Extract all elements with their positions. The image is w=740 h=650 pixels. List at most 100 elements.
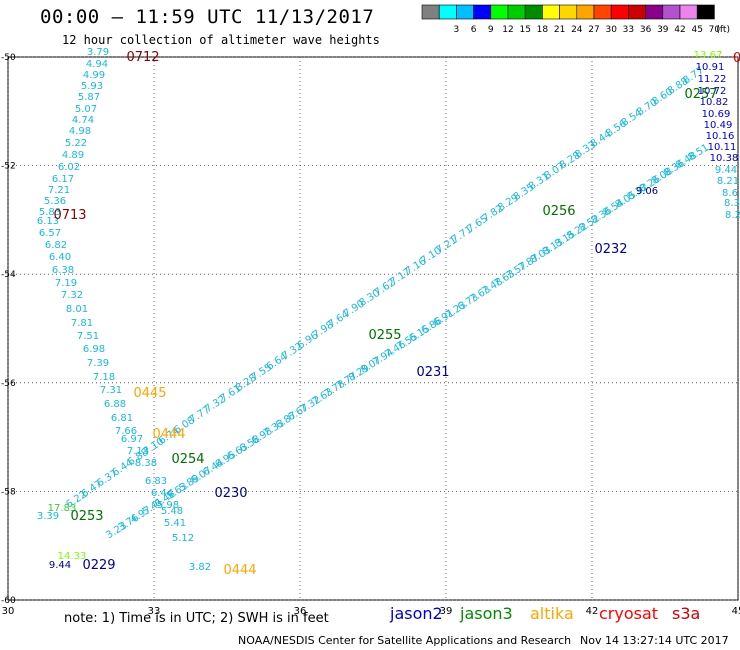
pass-label: 0232 — [594, 242, 627, 257]
swh-value: 5.36 — [44, 196, 66, 207]
colorbar-tick-label: 12 — [502, 25, 513, 35]
timestamp-text: Nov 14 13:27:14 UTC 2017 — [580, 634, 729, 647]
swh-value: 7.51 — [77, 331, 99, 342]
swh-value: 7.32 — [61, 290, 83, 301]
swh-value: 5.83 — [39, 207, 61, 218]
colorbar-tick-label: 18 — [537, 25, 549, 35]
swh-value: 10.72 — [698, 86, 727, 97]
lat-tick-label: -60 — [1, 596, 16, 606]
swh-value: 4.89 — [62, 150, 84, 161]
swh-value: 10.82 — [700, 97, 729, 108]
swh-value: 7.81 — [71, 318, 93, 329]
swh-value: 10.16 — [706, 131, 735, 142]
legend-jason3: jason3 — [460, 604, 513, 623]
swh-value: 9.44 — [49, 560, 71, 571]
swh-value: 5.22 — [65, 138, 87, 149]
lat-tick-label: -52 — [1, 162, 16, 172]
swh-value: 17.83 — [48, 503, 77, 514]
swh-value: 4.99 — [83, 70, 105, 81]
credit-text: NOAA/NESDIS Center for Satellite Applica… — [238, 634, 572, 647]
swh-value: 9.44 — [715, 165, 737, 176]
swh-value: 8.01 — [66, 304, 88, 315]
colorbar-tick-label: 42 — [674, 25, 685, 35]
colorbar-unit: (ft) — [716, 25, 730, 35]
swh-value: 10.11 — [708, 142, 737, 153]
swh-value: 6.13 — [37, 216, 59, 227]
swh-value: 4.74 — [72, 115, 94, 126]
swh-value: 5.93 — [81, 81, 103, 92]
pass-label: 0444 — [152, 427, 185, 442]
swh-value: 6.02 — [58, 162, 80, 173]
swh-value: 7.39 — [87, 358, 109, 369]
pass-label: 0230 — [214, 486, 247, 501]
swh-value: 5.07 — [75, 104, 97, 115]
swh-value: 10.38 — [710, 153, 739, 164]
swh-value: 7.21 — [48, 185, 70, 196]
lon-tick-label: 39 — [440, 606, 453, 617]
colorbar-swatch — [696, 4, 715, 20]
edge-marker: 0 — [733, 51, 740, 66]
lon-tick-label: 45 — [732, 606, 740, 617]
colorbar-tick-label: 33 — [623, 25, 634, 35]
colorbar-tick-label: 24 — [571, 25, 583, 35]
legend-jason2: jason2 — [390, 604, 443, 623]
colorbar-tick-label: 36 — [640, 25, 652, 35]
swh-value: 6.88 — [104, 399, 126, 410]
pass-label: 0229 — [82, 558, 115, 573]
swh-value: 8.6 — [722, 188, 738, 199]
pass-label: 0256 — [542, 204, 575, 219]
legend-s3a: s3a — [672, 604, 701, 623]
swh-value: 8.3 — [724, 198, 740, 209]
swh-value: 10.91 — [696, 62, 725, 73]
swh-value: 7.18 — [93, 372, 115, 383]
swh-value: 5.12 — [172, 533, 194, 544]
pass-label: 0444 — [223, 563, 256, 578]
swh-value: 8.21 — [717, 176, 739, 187]
swh-value: 6.97 — [121, 434, 143, 445]
pass-label: 0257 — [684, 87, 717, 102]
legend-altika: altika — [530, 604, 574, 623]
colorbar-tick-label: 30 — [605, 25, 617, 35]
colorbar-tick-label: 39 — [657, 25, 669, 35]
swh-value: 6.83 — [145, 476, 167, 487]
map-title: 00:00 – 11:59 UTC 11/13/2017 — [40, 6, 375, 28]
swh-value: 10.69 — [702, 109, 731, 120]
pass-label: 0255 — [368, 328, 401, 343]
lon-tick-label: 30 — [2, 606, 15, 617]
colorbar-tick-label: 9 — [488, 25, 494, 35]
swh-value: 3.82 — [189, 562, 211, 573]
swh-value: 7.31 — [100, 385, 122, 396]
lon-tick-label: 42 — [586, 606, 599, 617]
swh-value: 9.06 — [636, 186, 658, 197]
swh-value: 10.49 — [704, 120, 733, 131]
swh-value: 8.38 — [135, 458, 157, 469]
swh-value: 5.98 — [157, 500, 179, 511]
swh-value: 6.40 — [49, 252, 71, 263]
note-text: note: 1) Time is in UTC; 2) SWH is in fe… — [64, 611, 329, 626]
colorbar-tick-label: 21 — [554, 25, 565, 35]
swh-value: 5.41 — [164, 518, 186, 529]
swh-value: 6.81 — [111, 413, 133, 424]
pass-label: 0712 — [126, 50, 159, 65]
swh-value: 7.13 — [127, 446, 149, 457]
swh-value: 8.2 — [725, 210, 740, 221]
swh-value: 3.79 — [87, 47, 109, 58]
swh-value: 6.82 — [45, 240, 67, 251]
pass-label: 0254 — [171, 452, 204, 467]
swh-value: 5.87 — [78, 92, 100, 103]
swh-value: 6.17 — [52, 174, 74, 185]
pass-label: 0713 — [53, 208, 86, 223]
map-subtitle: 12 hour collection of altimeter wave hei… — [62, 33, 380, 47]
colorbar-tick-label: 6 — [471, 25, 477, 35]
swh-value: 6.44 — [151, 488, 173, 499]
swh-value: 3.39 — [37, 511, 59, 522]
swh-value: 6.98 — [83, 344, 105, 355]
colorbar-tick-label: 3 — [454, 25, 460, 35]
colorbar-tick-label: 15 — [519, 25, 530, 35]
lon-tick-label: 33 — [148, 606, 161, 617]
lat-tick-label: -50 — [1, 53, 16, 63]
legend-cryosat: cryosat — [599, 604, 659, 623]
colorbar-tick-label: 27 — [588, 25, 599, 35]
pass-label: 0231 — [416, 365, 449, 380]
